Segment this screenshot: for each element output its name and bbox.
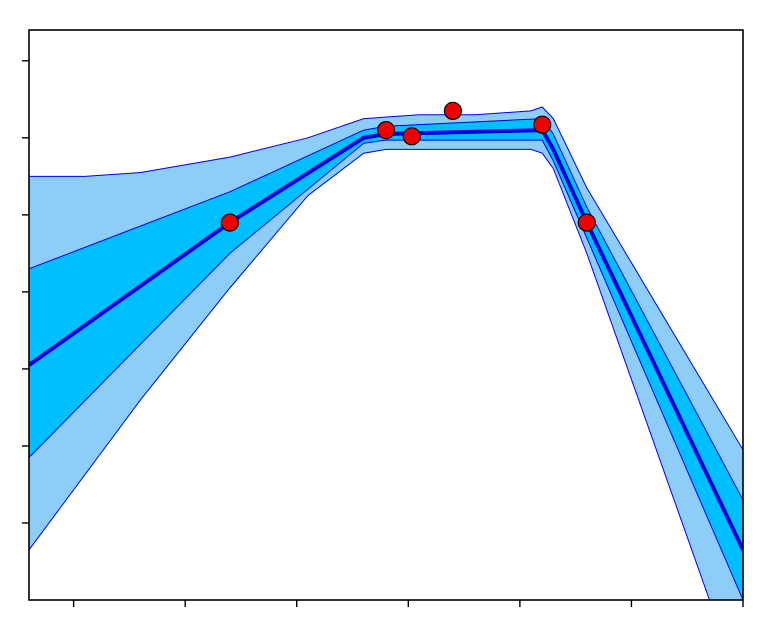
- y-axis-ticks: [22, 60, 29, 524]
- mean-line: [29, 128, 743, 551]
- mean-prediction: [29, 128, 743, 551]
- plot-frame: [28, 29, 744, 601]
- outer-band-area: [29, 106, 743, 600]
- outer-confidence-band: [29, 106, 743, 600]
- observations: [220, 101, 596, 232]
- x-axis-ticks: [72, 600, 744, 607]
- observation-point: [402, 127, 421, 146]
- observation-point: [220, 213, 239, 232]
- observation-point: [443, 101, 462, 121]
- observation-point: [577, 213, 596, 232]
- axes: [28, 29, 744, 601]
- observation-point: [533, 115, 552, 134]
- observation-point: [376, 121, 396, 140]
